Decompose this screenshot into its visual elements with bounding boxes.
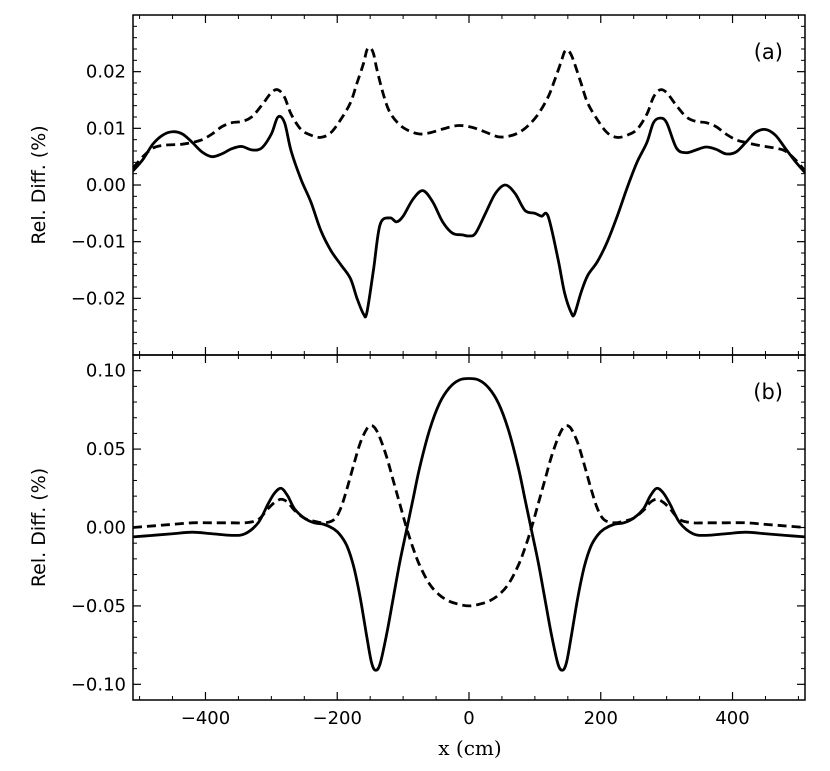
panel-b-series-dashed-line [133, 424, 805, 608]
panel-a-y-axis-label: Rel. Diff. (%) [28, 125, 50, 244]
panel-a: −0.02 −0.01 0.00 0.01 0.02 (a) Rel. Diff. (%) [28, 14, 806, 356]
panel-b-x-tick-label: 0 [463, 708, 474, 729]
panel-a-frame [132, 14, 806, 356]
x-axis-label: x (cm) [438, 736, 501, 760]
panel-b-panel-label: (b) [753, 380, 783, 404]
panel-a-series-solid-line [133, 114, 805, 319]
panel-b: −400 −200 0 200 400 −0.10 −0.05 0.00 0.05 0.10 (b)… [28, 354, 806, 729]
panel-a-y-tick-label: 0.00 [86, 175, 126, 196]
panel-a-y-tick-label: −0.01 [71, 232, 126, 253]
panel-b-x-tick-label: 400 [715, 708, 749, 729]
panel-a-y-tick-label: 0.02 [86, 62, 126, 83]
panel-b-y-tick-label: 0.00 [86, 518, 126, 539]
panel-b-x-tick-label: 200 [584, 708, 618, 729]
panel-b-x-tick-label: −200 [313, 708, 362, 729]
panel-a-y-tick-label: 0.01 [86, 118, 126, 139]
panel-a-panel-label: (a) [754, 40, 783, 64]
panel-b-y-tick-label: 0.05 [86, 439, 126, 460]
panel-b-y-tick-label: 0.10 [86, 361, 126, 382]
panel-a-series-dashed-line [133, 46, 805, 172]
panel-a-y-tick-label: −0.02 [71, 288, 126, 309]
panel-b-y-tick-label: −0.10 [71, 674, 126, 695]
panel-b-series-solid-line [133, 377, 805, 672]
panel-b-y-tick-label: −0.05 [71, 596, 126, 617]
panel-b-y-axis-label: Rel. Diff. (%) [28, 468, 50, 587]
panel-b-frame [132, 354, 806, 701]
panel-b-x-tick-label: −400 [181, 708, 230, 729]
